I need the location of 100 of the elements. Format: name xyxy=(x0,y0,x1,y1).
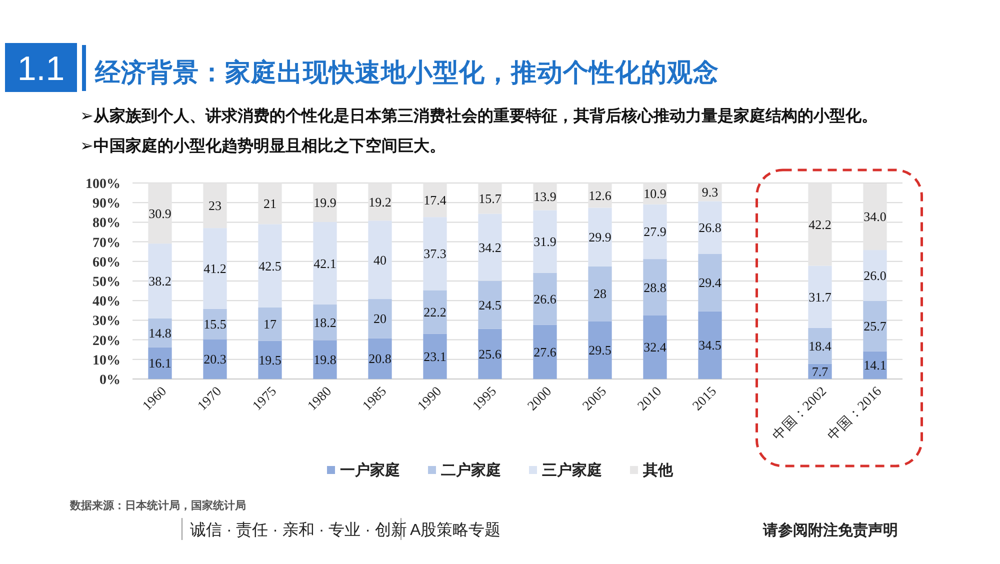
data-label: 34.2 xyxy=(478,240,502,255)
bar xyxy=(863,351,887,379)
data-label: 7.7 xyxy=(812,364,829,379)
data-label: 34.5 xyxy=(698,338,722,353)
data-label: 22.2 xyxy=(424,304,446,320)
data-label: 42.5 xyxy=(258,258,282,274)
data-label: 15.5 xyxy=(204,316,226,332)
bar xyxy=(368,299,392,338)
data-label: 19.5 xyxy=(258,352,282,368)
bar xyxy=(203,183,227,228)
data-label: 40 xyxy=(374,252,386,268)
bar xyxy=(313,222,337,305)
bar xyxy=(643,204,667,260)
y-tick-label: 20% xyxy=(92,334,120,349)
y-tick-label: 70% xyxy=(92,236,120,251)
bar xyxy=(808,266,832,328)
bar xyxy=(643,315,667,379)
bar xyxy=(863,250,887,301)
bar xyxy=(423,217,447,290)
bar xyxy=(203,339,227,379)
data-label: 19.2 xyxy=(368,194,392,210)
bar xyxy=(368,220,392,300)
text: A股策略专题 xyxy=(410,521,501,539)
data-label: 20.3 xyxy=(204,352,226,367)
chart-title: 经济背景：家庭出现快速地小型化，推动个性化的观念 xyxy=(94,58,719,87)
data-label: 15.7 xyxy=(478,190,502,206)
data-label: 26.6 xyxy=(534,291,557,306)
data-label: 13.9 xyxy=(534,189,556,204)
bar xyxy=(423,334,447,379)
y-tick-label: 100% xyxy=(86,177,120,192)
data-label: 34.0 xyxy=(864,209,886,224)
data-label: 27.9 xyxy=(644,224,666,240)
bar xyxy=(313,340,337,379)
data-label: 37.3 xyxy=(424,246,446,262)
data-label: 12.6 xyxy=(588,188,612,203)
data-label: 26.0 xyxy=(864,268,886,284)
text: ➢中国家庭的小型化趋势明显且相比之下空间巨大。 xyxy=(80,136,446,155)
legend-label: 三户家庭 xyxy=(542,461,602,479)
legend-label: 二户家庭 xyxy=(441,461,501,479)
data-label: 14.8 xyxy=(148,325,172,340)
legend-label: 一户家庭 xyxy=(340,461,400,479)
bar xyxy=(698,311,722,379)
bar xyxy=(203,228,227,309)
data-label: 18.2 xyxy=(314,314,336,330)
data-label: 24.5 xyxy=(478,297,502,312)
data-label: 21 xyxy=(264,196,276,212)
y-tick-label: 60% xyxy=(92,255,120,270)
data-label: 38.2 xyxy=(148,274,172,288)
data-label: 20 xyxy=(374,311,386,326)
data-label: 18.4 xyxy=(808,338,832,354)
bar xyxy=(203,308,227,340)
bar xyxy=(588,208,612,266)
text: 诚信 · 责任 · 亲和 · 专业 · 创新 xyxy=(190,521,407,539)
bar xyxy=(698,201,722,254)
bar xyxy=(423,290,447,334)
bar xyxy=(258,307,282,341)
y-tick-label: 30% xyxy=(92,314,120,330)
text: 1.1 xyxy=(17,50,65,88)
y-tick-label: 90% xyxy=(92,196,120,212)
data-label: 17.4 xyxy=(424,192,447,208)
bar xyxy=(863,183,887,250)
bar xyxy=(148,183,172,244)
bar xyxy=(863,300,887,352)
bar xyxy=(423,183,447,218)
bar xyxy=(698,254,722,312)
data-label: 19.9 xyxy=(314,195,336,210)
data-label: 26.8 xyxy=(698,220,722,235)
data-label: 16.1 xyxy=(148,356,172,371)
data-label: 9.3 xyxy=(702,184,718,200)
data-label: 42.1 xyxy=(314,256,336,271)
bar xyxy=(533,210,557,273)
bar xyxy=(643,259,667,316)
y-tick-label: 80% xyxy=(92,216,120,232)
data-label: 25.7 xyxy=(864,318,887,334)
bar xyxy=(478,328,502,379)
bar xyxy=(588,321,612,379)
bar xyxy=(258,340,282,379)
data-label: 32.4 xyxy=(644,340,667,355)
data-label: 25.6 xyxy=(478,346,502,362)
data-label: 29.9 xyxy=(588,230,612,244)
bar xyxy=(313,304,337,340)
bar xyxy=(368,338,392,379)
data-label: 30.9 xyxy=(148,206,172,221)
bar xyxy=(258,183,282,224)
data-label: 42.2 xyxy=(808,216,832,232)
data-label: 41.2 xyxy=(204,260,226,276)
bar xyxy=(478,280,502,329)
data-label: 19.8 xyxy=(314,352,336,368)
data-label: 10.9 xyxy=(644,186,666,202)
bar xyxy=(313,183,337,222)
data-label: 14.1 xyxy=(864,358,886,373)
y-tick-label: 50% xyxy=(92,275,120,290)
data-label: 31.9 xyxy=(534,234,556,250)
bar xyxy=(148,244,172,318)
bar xyxy=(368,183,392,221)
source-note: 数据来源：日本统计局，国家统计局 xyxy=(69,499,246,512)
text: 请参阅附注免责声明 xyxy=(762,521,898,539)
bar xyxy=(808,183,832,266)
y-tick-label: 0% xyxy=(100,373,120,388)
y-tick-label: 40% xyxy=(92,294,120,310)
